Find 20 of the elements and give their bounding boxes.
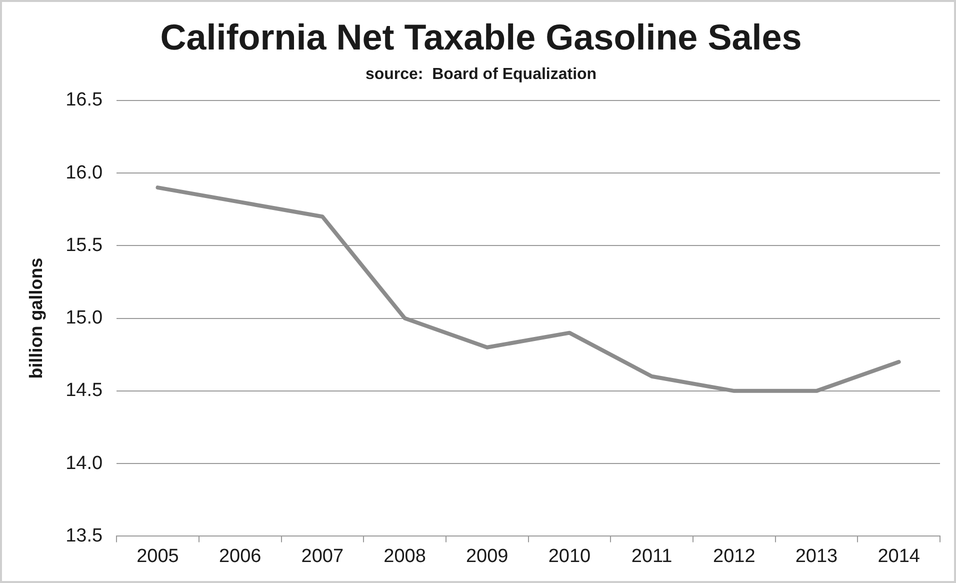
y-tick-label: 16.0 [66,162,103,184]
x-tick-label: 2010 [548,546,591,567]
y-tick-label: 15.5 [66,234,103,256]
y-tick-label: 14.5 [66,380,103,402]
x-tick-label: 2012 [713,546,756,567]
x-tick-label: 2009 [466,546,508,567]
y-tick-label: 14.0 [66,452,103,474]
y-tick-label: 16.5 [66,90,103,111]
x-tick-label: 2013 [795,546,838,567]
y-tick-label: 15.0 [66,308,103,329]
x-tick-label: 2006 [218,546,262,567]
chart-title: California Net Taxable Gasoline Sales [160,16,802,58]
x-tick-label: 2011 [631,546,672,567]
y-axis-title: billion gallons [26,258,46,379]
x-tick-label: 2005 [136,546,179,567]
x-tick-label: 2007 [301,546,344,567]
chart-subtitle: source: Board of Equalization [365,66,597,84]
x-tick-label: 2008 [384,546,426,567]
x-tick-label: 2014 [878,546,920,567]
y-tick-label: 13.5 [66,525,103,546]
